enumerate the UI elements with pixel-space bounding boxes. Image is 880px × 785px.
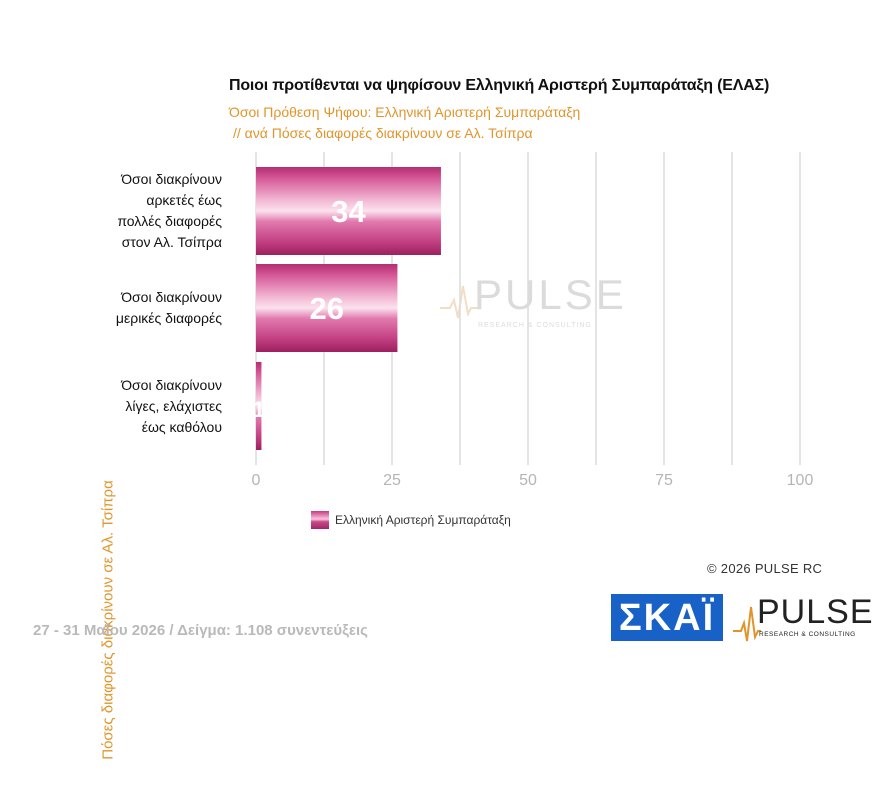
x-tick-label: 25 (383, 472, 401, 489)
bar-chart: 34 26 1 0 25 50 75 100 (252, 152, 814, 489)
category-label-line: Όσοι διακρίνουν (121, 289, 222, 305)
pulse-watermark-text: PULSE (474, 271, 627, 318)
bar (256, 264, 398, 352)
category-label-line: αρκετές έως (146, 192, 222, 208)
skai-logo: ΣΚΑΪ (611, 594, 723, 641)
legend-label: Ελληνική Αριστερή Συμπαράταξη (335, 513, 511, 527)
category-label-line: Όσοι διακρίνουν (121, 376, 222, 393)
legend-swatch (311, 511, 329, 529)
bar-data-label: 1 (253, 397, 265, 422)
bar-data-label: 26 (309, 291, 343, 326)
pulse-logo: PULSE RESEARCH & CONSULTING (733, 593, 873, 645)
x-axis-ticks: 0 25 50 75 100 (252, 472, 814, 489)
pulse-watermark-subtext: RESEARCH & CONSULTING (478, 322, 592, 329)
category-label-line: Όσοι διακρίνουν (121, 171, 222, 187)
x-tick-label: 50 (519, 472, 537, 489)
bar (256, 362, 262, 450)
legend: Ελληνική Αριστερή Συμπαράταξη (311, 511, 511, 529)
chart-title: Ποιοι προτίθενται να ψηφίσουν Ελληνική Α… (229, 77, 770, 94)
chart-subtitle-line1: Όσοι Πρόθεση Ψήφου: Ελληνική Αριστερή Συ… (229, 104, 581, 120)
survey-footer: 27 - 31 Μαΐου 2026 / Δείγμα: 1.108 συνεν… (33, 622, 368, 639)
category-label-line: στον Αλ. Τσίπρα (121, 234, 222, 250)
x-tick-label: 100 (787, 472, 814, 489)
pulse-logo-text: PULSE (757, 593, 874, 631)
category-label-line: πολλές διαφορές (117, 213, 222, 229)
pulse-logo-subtext: RESEARCH & CONSULTING (759, 631, 856, 638)
skai-logo-text: ΣΚΑΪ (618, 596, 716, 639)
bars: 34 26 1 (253, 167, 441, 450)
category-label: Όσοι διακρίνουν αρκετές έως πολλές διαφορέ… (52, 169, 222, 253)
bar-data-label: 34 (331, 194, 366, 229)
category-label: Όσοι διακρίνουν μερικές διαφορές (52, 287, 222, 329)
category-label: Όσοι διακρίνουν λίγες, ελάχιστες έως καθόλ… (52, 375, 222, 438)
category-label-line: λίγες, ελάχιστες (125, 397, 222, 414)
category-label-line: έως καθόλου (141, 418, 222, 435)
category-label-line: μερικές διαφορές (115, 310, 222, 326)
x-tick-label: 75 (655, 472, 673, 489)
copyright-text: © 2026 PULSE RC (707, 561, 823, 576)
pulse-watermark: PULSE RESEARCH & CONSULTING (440, 272, 630, 342)
chart-subtitle-line2: // ανά Πόσες διαφορές διακρίνουν σε Αλ. … (233, 125, 533, 141)
x-tick-label: 0 (252, 472, 261, 489)
bar (256, 167, 441, 255)
pulse-wave-icon (733, 606, 761, 642)
